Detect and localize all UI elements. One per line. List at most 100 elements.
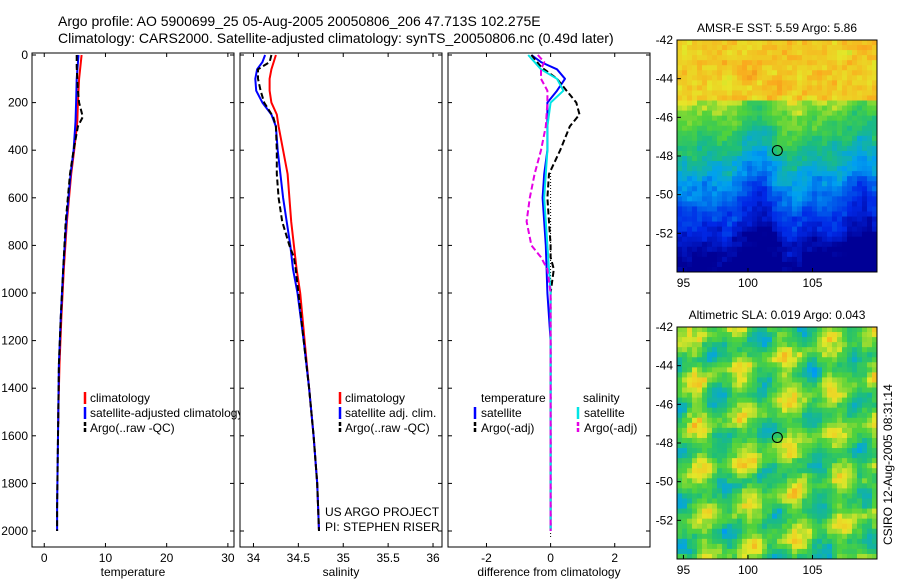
sla_map-cell	[732, 548, 738, 555]
sla_map-cell	[777, 458, 783, 464]
sst_map-cell	[732, 100, 738, 107]
sla_map-cell	[732, 402, 738, 409]
sst_map-cell	[677, 45, 683, 51]
sla_map-cell	[757, 367, 763, 373]
sst_map-cell	[742, 110, 748, 117]
sst_map-cell	[697, 176, 703, 182]
sst_map-cell	[822, 231, 828, 238]
sla_map-cell	[697, 533, 703, 540]
sst_map-cell	[857, 130, 863, 137]
sst_map-cell	[697, 120, 703, 127]
sla_map-cell	[702, 367, 708, 373]
sst_map-cell	[782, 231, 788, 238]
sst_map-cell	[787, 156, 793, 162]
sst_map-cell	[677, 40, 683, 46]
sst_map-cell	[727, 201, 733, 207]
sst_map-cell	[797, 60, 803, 66]
sla_map-cell	[797, 458, 803, 464]
sst_map-cell	[707, 85, 713, 91]
sla_map-cell	[697, 458, 703, 464]
sst_map-cell	[867, 176, 873, 182]
sla_map-cell	[752, 538, 758, 545]
sla_map-cell	[787, 352, 793, 358]
sst_map-cell	[867, 50, 873, 56]
sst_map-cell	[827, 261, 833, 268]
sst_map-cell	[727, 50, 733, 56]
sst_map-cell	[827, 135, 833, 142]
sla_map-cell	[807, 352, 813, 358]
sla_map-cell	[767, 377, 773, 383]
sla_map-cell	[682, 553, 688, 560]
sla_map-cell	[742, 382, 748, 389]
sst_map-cell	[712, 196, 718, 202]
sst_map-cell	[727, 161, 733, 167]
sst_map-cell	[802, 231, 808, 238]
sla_map-cell	[782, 453, 788, 459]
sst_map-cell	[757, 226, 763, 233]
sst_map-cell	[777, 130, 783, 137]
sst_map-cell	[702, 95, 708, 102]
sla_map-cell	[782, 498, 788, 505]
sla_map-cell	[762, 352, 768, 358]
sla_map-cell	[682, 483, 688, 489]
sst_map-cell	[867, 191, 873, 197]
sla_map-cell	[777, 463, 783, 469]
sst_map-cell	[737, 236, 743, 243]
sla_map-cell	[742, 387, 748, 394]
sla_map-cell	[697, 513, 703, 520]
sla_map-cell	[807, 362, 813, 368]
sst_map-cell	[812, 211, 818, 218]
sst_map-cell	[852, 166, 858, 172]
sst_map-cell	[777, 156, 783, 162]
sla_map-cell	[702, 543, 708, 550]
sla_map-cell	[827, 488, 833, 494]
sla_map-cell	[697, 432, 703, 439]
sst_map-cell	[827, 70, 833, 76]
sst_map-cell	[722, 201, 728, 207]
sla_map-cell	[697, 523, 703, 530]
sla_map-cell	[787, 468, 793, 474]
sst_map-cell	[832, 120, 838, 127]
sst_map-cell	[827, 246, 833, 253]
sla_map-cell	[847, 478, 853, 484]
sla_map-cell	[752, 508, 758, 515]
sst_map-cell	[747, 70, 753, 76]
sst_map-cell	[787, 85, 793, 91]
sla_map-cell	[692, 427, 698, 434]
sla_map-cell	[782, 553, 788, 560]
sla_map-cell	[837, 402, 843, 409]
sst_map-cell	[787, 186, 793, 192]
sst_map-cell	[757, 80, 763, 86]
sst_map-cell	[852, 100, 858, 107]
sla_map-cell	[812, 437, 818, 444]
side-stamp: CSIRO 12-Aug-2005 08:31:14	[881, 384, 895, 545]
sla_map-cell	[787, 528, 793, 535]
sla_map-cell	[777, 402, 783, 409]
sst_map-cell	[847, 246, 853, 253]
sst_map-cell	[722, 150, 728, 157]
sst_map-cell	[742, 70, 748, 76]
sst_map-cell	[742, 221, 748, 228]
sla_map-cell	[792, 392, 798, 399]
sst_map-cell	[752, 176, 758, 182]
sst_map-cell	[767, 130, 773, 137]
sst_map-cell	[832, 80, 838, 86]
sla_map-cell	[802, 458, 808, 464]
sst_map-cell	[777, 216, 783, 223]
sst_map-cell	[817, 95, 823, 102]
sla_map-cell	[677, 392, 683, 399]
sla_map-cell	[832, 538, 838, 545]
sst_map-cell	[762, 90, 768, 96]
sla_map-cell	[772, 337, 778, 343]
sst_map-cell	[742, 140, 748, 147]
sst_map-cell	[747, 176, 753, 182]
sla_map-cell	[837, 453, 843, 459]
sst_map-cell	[832, 125, 838, 132]
sla_map-cell	[867, 347, 873, 353]
sst_map-cell	[842, 135, 848, 142]
sst_map-cell	[717, 55, 723, 61]
sst_map-cell	[797, 75, 803, 81]
sla_map-cell	[737, 352, 743, 358]
sla_map-cell	[872, 488, 878, 494]
sla_map-cell	[677, 372, 683, 378]
